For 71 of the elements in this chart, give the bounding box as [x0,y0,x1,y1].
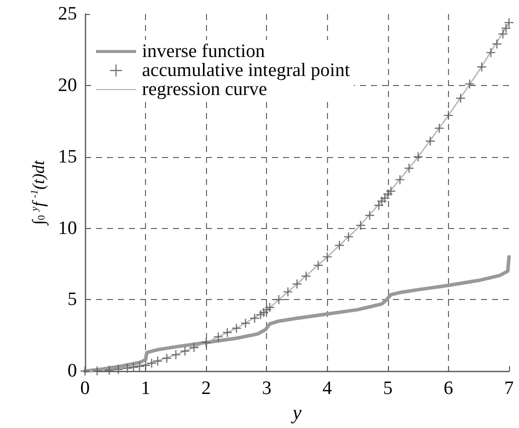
point [250,313,260,324]
point [170,350,181,360]
point [146,358,157,368]
point [322,252,332,262]
point [404,163,414,174]
point [386,186,396,196]
y-tick-label: 0 [68,360,77,382]
point [300,271,312,282]
point [464,78,475,90]
point [134,361,145,372]
x-tick-label: 5 [383,378,393,400]
y-tick-label: 10 [58,218,77,239]
point [374,200,384,211]
point [413,152,424,162]
point [476,62,487,72]
point [240,318,251,328]
point [434,123,444,134]
point [425,136,436,146]
y-tick-label: 5 [68,289,77,310]
point [443,110,454,121]
point [122,363,132,374]
point [213,332,224,342]
point [231,323,242,334]
point [104,365,114,376]
x-tick-label: 7 [504,378,514,400]
point [113,364,124,374]
point [492,38,502,50]
point [394,174,406,185]
point [504,17,514,28]
point [201,337,212,348]
point [162,353,172,364]
point [334,240,344,250]
point [486,47,496,58]
x-tick-label: 6 [444,378,454,400]
point [356,220,366,231]
point [188,342,200,353]
point [455,93,466,104]
point [380,193,390,204]
point [382,188,393,200]
y-tick-label: 25 [58,4,77,24]
point [292,278,302,290]
legend-label: regression curve [142,79,268,100]
point [258,307,269,318]
point [274,294,284,305]
point [262,304,272,315]
point [313,260,324,270]
point [92,366,102,376]
point [80,366,90,376]
point [376,196,387,206]
point [128,362,139,372]
point [500,23,512,34]
x-tick-label: 4 [322,378,333,400]
point [180,346,190,356]
legend-label: inverse function [142,41,266,62]
y-axis-title: ∫0yf-1(t)dt [29,159,49,226]
point [282,286,294,297]
point [498,28,508,40]
point [140,360,151,370]
point [264,302,275,313]
y-tick-label: 20 [58,74,77,96]
x-tick-label: 2 [201,378,211,400]
legend-label: accumulative integral point [142,60,351,81]
point [364,210,375,221]
point [152,356,163,366]
point [222,327,232,338]
point [256,310,266,320]
y-tick-label: 15 [58,146,77,168]
x-tick-label: 3 [262,378,272,400]
x-tick-label: 1 [140,378,150,400]
x-axis-title: y [290,402,302,424]
point [343,232,354,242]
